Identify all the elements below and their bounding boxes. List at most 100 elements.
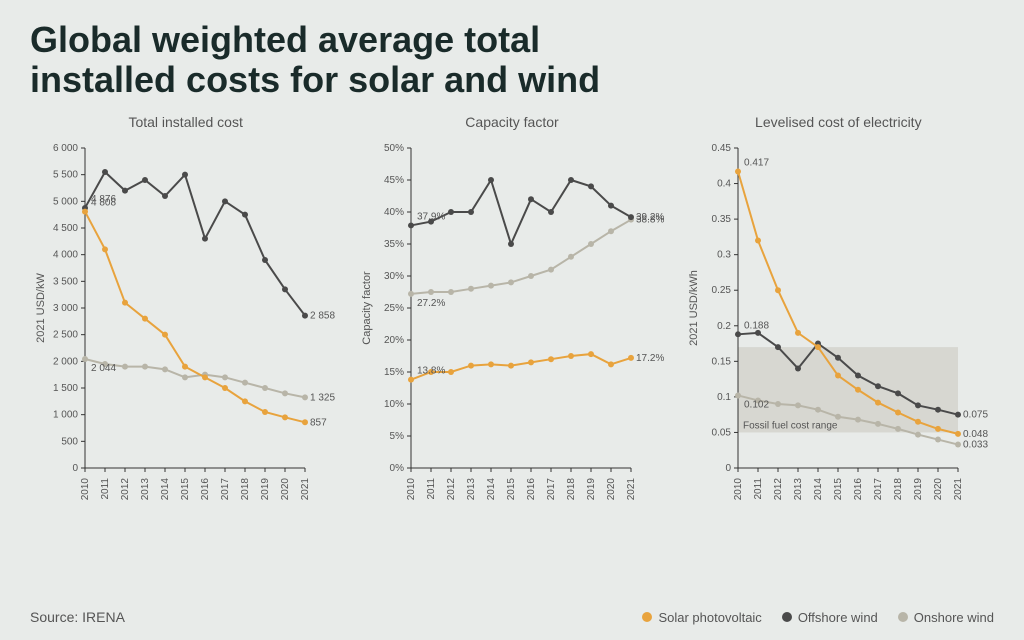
- svg-text:5%: 5%: [390, 431, 405, 442]
- svg-text:2 858: 2 858: [310, 311, 335, 322]
- svg-text:0.417: 0.417: [744, 158, 769, 169]
- svg-text:5 500: 5 500: [53, 170, 78, 181]
- svg-text:2021 USD/kWh: 2021 USD/kWh: [688, 270, 700, 346]
- svg-text:0.35: 0.35: [711, 214, 731, 225]
- svg-text:2016: 2016: [526, 478, 537, 501]
- svg-text:0%: 0%: [390, 463, 405, 474]
- svg-text:0.188: 0.188: [744, 320, 769, 331]
- svg-text:2018: 2018: [240, 478, 251, 501]
- chart-svg-lcoe: Fossil fuel cost range00.050.10.150.20.2…: [683, 138, 993, 538]
- chart-title-3: Levelised cost of electricity: [683, 114, 994, 130]
- svg-text:2012: 2012: [446, 478, 457, 501]
- page-title: Global weighted average total installed …: [0, 0, 1024, 109]
- svg-text:2013: 2013: [793, 478, 804, 501]
- svg-text:2018: 2018: [566, 478, 577, 501]
- legend-label-solar: Solar photovoltaic: [658, 610, 761, 625]
- svg-text:1 500: 1 500: [53, 383, 78, 394]
- svg-text:2014: 2014: [813, 478, 824, 501]
- svg-text:2014: 2014: [486, 478, 497, 501]
- svg-text:0.2: 0.2: [717, 321, 731, 332]
- svg-text:20%: 20%: [384, 335, 404, 346]
- svg-text:0.45: 0.45: [711, 143, 731, 154]
- svg-text:0.033: 0.033: [963, 440, 988, 451]
- title-line2: installed costs for solar and wind: [30, 59, 600, 100]
- svg-text:27.2%: 27.2%: [417, 298, 445, 309]
- svg-text:0.1: 0.1: [717, 392, 731, 403]
- svg-text:45%: 45%: [384, 175, 404, 186]
- source-label: Source: IRENA: [30, 609, 125, 625]
- svg-text:6 000: 6 000: [53, 143, 78, 154]
- svg-text:1 000: 1 000: [53, 410, 78, 421]
- svg-text:2021 USD/kW: 2021 USD/kW: [35, 273, 47, 343]
- svg-text:0.4: 0.4: [717, 179, 731, 190]
- svg-text:2013: 2013: [466, 478, 477, 501]
- svg-text:2021: 2021: [953, 478, 964, 501]
- svg-text:2019: 2019: [586, 478, 597, 501]
- svg-text:Fossil fuel cost range: Fossil fuel cost range: [743, 421, 838, 432]
- svg-text:2015: 2015: [833, 478, 844, 501]
- legend-offshore: Offshore wind: [782, 610, 878, 625]
- svg-text:4 500: 4 500: [53, 223, 78, 234]
- svg-text:Capacity factor: Capacity factor: [361, 271, 373, 345]
- svg-text:2021: 2021: [300, 478, 311, 501]
- svg-text:2011: 2011: [426, 478, 437, 500]
- svg-text:2019: 2019: [913, 478, 924, 501]
- svg-text:2011: 2011: [753, 478, 764, 500]
- legend-solar: Solar photovoltaic: [642, 610, 761, 625]
- svg-text:0.25: 0.25: [711, 285, 731, 296]
- svg-text:4 000: 4 000: [53, 250, 78, 261]
- chart-lcoe: Levelised cost of electricity Fossil fue…: [683, 114, 994, 538]
- svg-text:3 000: 3 000: [53, 303, 78, 314]
- svg-text:2014: 2014: [160, 478, 171, 501]
- chart-capacity-factor: Capacity factor 0%5%10%15%20%25%30%35%40…: [356, 114, 667, 538]
- svg-text:2016: 2016: [200, 478, 211, 501]
- svg-text:2017: 2017: [873, 478, 884, 501]
- legend-onshore: Onshore wind: [898, 610, 994, 625]
- svg-text:15%: 15%: [384, 367, 404, 378]
- svg-text:0.05: 0.05: [711, 428, 731, 439]
- svg-text:2017: 2017: [220, 478, 231, 501]
- chart-installed-cost: Total installed cost 05001 0001 5002 000…: [30, 114, 341, 538]
- legend-marker-offshore: [782, 612, 792, 622]
- svg-text:2016: 2016: [853, 478, 864, 501]
- svg-text:10%: 10%: [384, 399, 404, 410]
- footer: Source: IRENA Solar photovoltaic Offshor…: [30, 609, 994, 625]
- svg-text:857: 857: [310, 417, 327, 428]
- svg-text:0.075: 0.075: [963, 410, 988, 421]
- svg-text:37.9%: 37.9%: [417, 212, 445, 223]
- svg-text:38.8%: 38.8%: [636, 215, 664, 226]
- svg-text:2011: 2011: [100, 478, 111, 500]
- svg-text:2 044: 2 044: [91, 363, 116, 374]
- svg-text:0.102: 0.102: [744, 400, 769, 411]
- svg-text:0.15: 0.15: [711, 357, 731, 368]
- svg-text:2012: 2012: [773, 478, 784, 501]
- svg-text:500: 500: [61, 437, 78, 448]
- svg-text:2010: 2010: [80, 478, 91, 501]
- legend-marker-solar: [642, 612, 652, 622]
- svg-text:2015: 2015: [506, 478, 517, 501]
- legend-label-onshore: Onshore wind: [914, 610, 994, 625]
- svg-text:0.048: 0.048: [963, 429, 988, 440]
- svg-text:2 000: 2 000: [53, 357, 78, 368]
- svg-text:17.2%: 17.2%: [636, 353, 664, 364]
- svg-text:2019: 2019: [260, 478, 271, 501]
- svg-text:2012: 2012: [120, 478, 131, 501]
- svg-text:2 500: 2 500: [53, 330, 78, 341]
- svg-text:2017: 2017: [546, 478, 557, 501]
- svg-text:5 000: 5 000: [53, 197, 78, 208]
- legend: Solar photovoltaic Offshore wind Onshore…: [642, 610, 994, 625]
- legend-label-offshore: Offshore wind: [798, 610, 878, 625]
- svg-text:0: 0: [72, 463, 78, 474]
- svg-text:2020: 2020: [933, 478, 944, 501]
- svg-text:4 876: 4 876: [91, 194, 116, 205]
- svg-text:2018: 2018: [893, 478, 904, 501]
- svg-text:2021: 2021: [626, 478, 637, 501]
- svg-text:40%: 40%: [384, 207, 404, 218]
- chart-title-2: Capacity factor: [356, 114, 667, 130]
- chart-svg-capacity-factor: 0%5%10%15%20%25%30%35%40%45%50%Capacity …: [356, 138, 666, 538]
- svg-text:50%: 50%: [384, 143, 404, 154]
- svg-text:2013: 2013: [140, 478, 151, 501]
- legend-marker-onshore: [898, 612, 908, 622]
- title-line1: Global weighted average total: [30, 19, 540, 60]
- svg-text:13.8%: 13.8%: [417, 366, 445, 377]
